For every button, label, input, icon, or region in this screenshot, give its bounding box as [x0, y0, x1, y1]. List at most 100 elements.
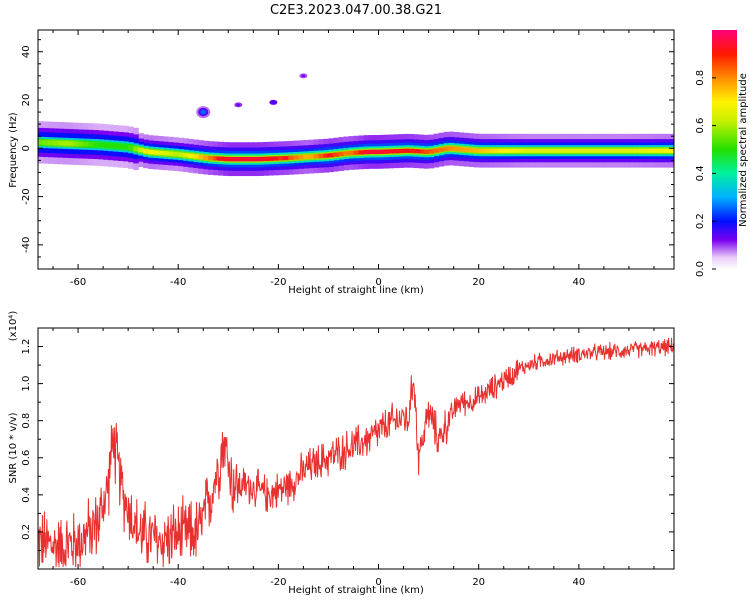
- y-tick-label: 1.2: [21, 339, 32, 355]
- spectrogram-peak: [249, 157, 256, 161]
- spectrogram-cell: [138, 147, 144, 153]
- x-tick-label: -60: [70, 277, 86, 288]
- snr-y-label: SNR (10 * v/v): [8, 412, 19, 483]
- spectrogram-cell: [68, 141, 74, 146]
- spectrogram-cell: [543, 148, 550, 153]
- snr-x-ticks: -60 -40 -20 0 20 40: [52, 328, 655, 588]
- x-tick-label: -40: [170, 277, 186, 288]
- spectrogram-cell: [118, 144, 124, 149]
- y-tick-label: 0.6: [21, 450, 32, 466]
- spectrogram-cell: [503, 148, 510, 153]
- spectrogram-cell: [98, 142, 104, 148]
- spectrogram-blob: [271, 101, 276, 104]
- snr-x-label: Height of straight line (km): [288, 585, 424, 596]
- spectrogram-cell: [323, 153, 330, 158]
- spectrogram-cell: [233, 156, 239, 162]
- spectrogram-cell: [633, 148, 640, 153]
- spectrogram-peak: [326, 153, 333, 157]
- x-tick-label: 0: [375, 577, 381, 588]
- spectrogram-cell: [353, 150, 360, 155]
- spectrogram-cell: [568, 148, 575, 153]
- colorbar: 0.0 0.2 0.4 0.6 0.8 Normalized spectral ampl…: [695, 30, 749, 277]
- spectrogram-cell: [643, 148, 650, 153]
- spectrogram-cell: [433, 148, 440, 153]
- y-tick-label: 0: [21, 145, 32, 151]
- spectrogram-cell: [588, 148, 595, 153]
- spectrogram-peak: [227, 157, 234, 161]
- spectrogram-peak: [359, 150, 366, 154]
- y-tick-label: -20: [21, 188, 32, 204]
- spectrogram-cell: [468, 147, 475, 153]
- spectrogram-cell: [663, 148, 670, 153]
- spectrogram-cell: [623, 148, 630, 153]
- spectrogram-cell: [128, 145, 134, 150]
- spectrogram-cell: [553, 148, 560, 153]
- spectrogram-cell: [593, 148, 600, 153]
- spectrogram-peak: [381, 150, 388, 154]
- spectrogram-cell: [123, 144, 129, 150]
- x-tick-label: 20: [472, 277, 485, 288]
- spectrogram-cell: [58, 140, 64, 146]
- x-tick-label: -20: [270, 277, 286, 288]
- snr-frame: [37, 327, 675, 570]
- colorbar-ticks: 0.0 0.2 0.4 0.6 0.8: [695, 70, 716, 277]
- spectrogram-peak: [216, 157, 223, 161]
- spectrogram-cell: [638, 148, 645, 153]
- spectrogram-cell: [448, 146, 455, 151]
- spectrogram-cell: [533, 148, 540, 153]
- spectrogram-cell: [618, 148, 625, 153]
- y-tick-label: 0.8: [21, 413, 32, 429]
- spectrogram-y-ticks: 40 20 0 -20 -40: [21, 39, 674, 258]
- spectrogram-peak: [403, 149, 410, 153]
- spectrogram-panel: -60 -40 -20 0 20 40 40 20 0 -20 -40 Height of str…: [8, 29, 675, 296]
- spectrogram-cell: [438, 147, 445, 152]
- spectrogram-cell: [603, 148, 610, 153]
- spectrogram-cell: [538, 148, 545, 153]
- spectrogram-cell: [313, 154, 320, 159]
- spectrogram-x-ticks: -60 -40 -20 0 20 40: [52, 30, 655, 288]
- spectrogram-cell: [363, 149, 370, 155]
- colorbar-tick-label: 0.2: [695, 213, 706, 229]
- spectrogram-cell: [488, 148, 495, 153]
- x-tick-label: 40: [572, 577, 585, 588]
- spectrogram-cell: [498, 148, 505, 153]
- spectrogram-peak: [370, 150, 377, 154]
- spectrogram-cell: [658, 148, 665, 153]
- spectrogram-cell: [513, 148, 520, 153]
- y-tick-label: 1.0: [21, 376, 32, 392]
- spectrogram-cell: [333, 152, 340, 157]
- spectrogram-peak: [282, 156, 289, 160]
- spectrogram-cell: [578, 148, 585, 153]
- spectrogram-cell: [428, 149, 435, 154]
- spectrogram-cell: [343, 151, 350, 156]
- spectrogram-cell: [388, 149, 395, 154]
- spectrogram-cell: [628, 148, 635, 153]
- snr-plot-area: [38, 337, 674, 568]
- spectrogram-cell: [213, 156, 219, 161]
- spectrogram-area: [38, 73, 674, 177]
- colorbar-gradient: [712, 30, 737, 269]
- spectrogram-peak: [260, 157, 267, 161]
- snr-panel: -60 -40 -20 0 20 40 1.2 1.0 0.8 0.6 0.4 0.2 Height…: [8, 311, 675, 596]
- spectrogram-cell: [548, 148, 555, 153]
- colorbar-tick-label: 0.4: [695, 165, 706, 181]
- x-tick-label: 40: [572, 277, 585, 288]
- spectrogram-cell: [143, 149, 149, 154]
- spectrogram-cell: [48, 140, 54, 145]
- spectrogram-cell: [243, 156, 249, 162]
- spectrogram-cell: [93, 142, 99, 147]
- x-tick-label: 20: [472, 577, 485, 588]
- spectrogram-cell: [453, 146, 460, 152]
- spectrogram-cell: [78, 141, 84, 147]
- spectrogram-cell: [198, 154, 204, 160]
- spectrogram-cell: [38, 140, 44, 145]
- spectrogram-cell: [88, 142, 94, 147]
- x-tick-label: -20: [270, 577, 286, 588]
- spectrogram-cell: [613, 148, 620, 153]
- spectrogram-cell: [423, 149, 430, 154]
- spectrogram-peak: [392, 149, 399, 153]
- spectrogram-cell: [183, 153, 189, 158]
- spectrogram-cell: [338, 151, 345, 157]
- spectrogram-cell: [268, 156, 274, 161]
- spectrogram-cell: [653, 148, 660, 153]
